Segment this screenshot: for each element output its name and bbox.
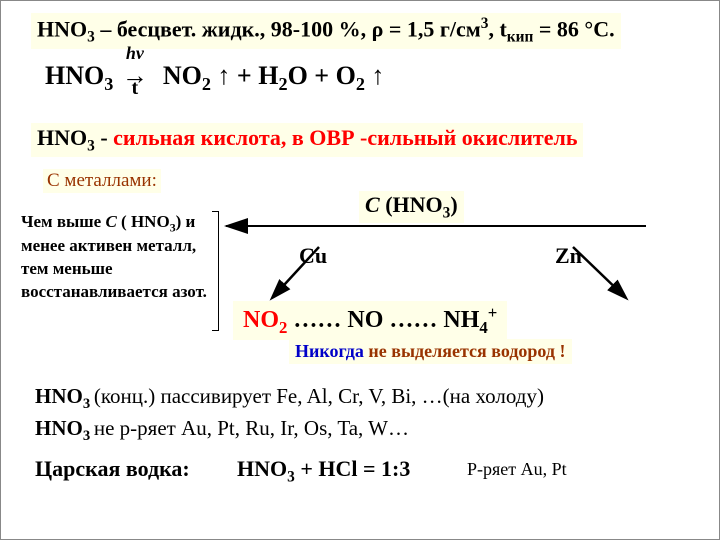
aqua-regia-formula: HNO3 + HCl = 1:3 bbox=[237, 456, 410, 486]
bracket-icon bbox=[212, 211, 219, 331]
products-row: NO2 …… NO …… NH4+ bbox=[233, 301, 507, 340]
aqua-regia-note: Р-ряет Au, Pt bbox=[467, 459, 567, 480]
never-h2-note: Никогда не выделяется водород ! bbox=[289, 339, 572, 364]
t-label: t bbox=[120, 77, 150, 100]
decomp-equation: HNO3 hv → t NO2 ↑ + H2O + O2 ↑ bbox=[45, 61, 384, 95]
zn-arrow-icon bbox=[561, 241, 651, 311]
left-note: Чем выше С ( HNO3) и менее активен метал… bbox=[21, 211, 211, 304]
metals-label: С металлами: bbox=[43, 169, 161, 193]
nosolve-line: HNO3 не р-ряет Au, Pt, Ru, Ir, Os, Ta, W… bbox=[35, 416, 409, 445]
aqua-regia-label: Царская водка: bbox=[35, 456, 190, 482]
slide-root: HNO3 – бесцвет. жидк., 98-100 %, ρ = 1,5… bbox=[0, 0, 720, 540]
concentration-arrow-icon bbox=[226, 225, 646, 227]
passivation-line: HNO3 (конц.) пассивирует Fe, Al, Cr, V, … bbox=[35, 384, 544, 413]
acid-line: HNO3 - сильная кислота, в ОВР -сильный о… bbox=[31, 123, 583, 157]
strong-acid-text: сильная кислота, в ОВР -сильный окислите… bbox=[113, 125, 577, 150]
f-hno3: HNO bbox=[37, 16, 87, 41]
concentration-label: С (HNO3) bbox=[359, 191, 464, 223]
hv-label: hv bbox=[120, 43, 150, 64]
